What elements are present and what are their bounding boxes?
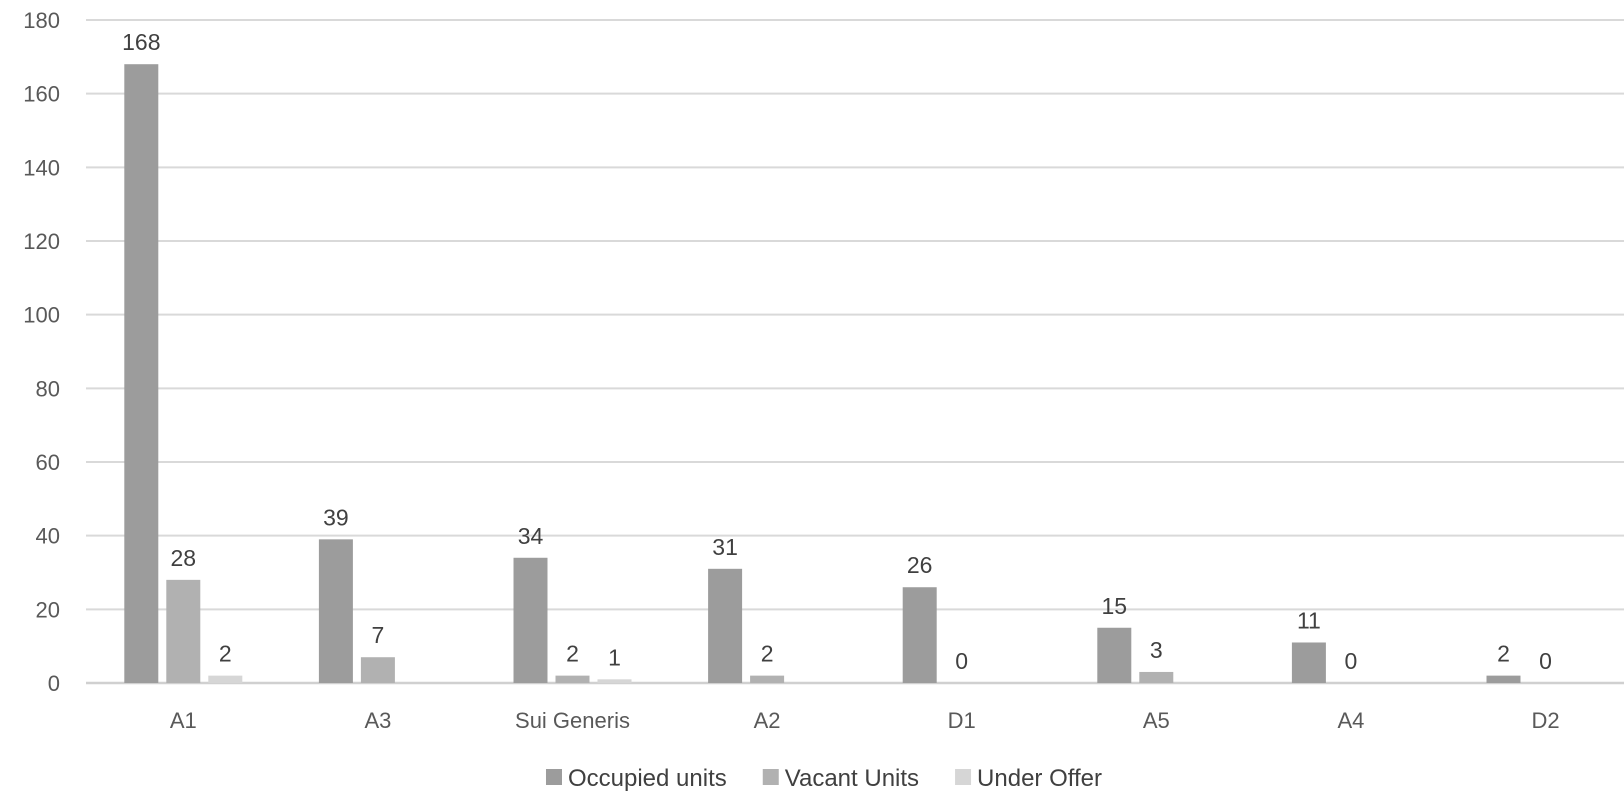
data-labels: 168 28 2 39 7 34 2 1 31 2 26 0 15 3 11 0 2 0	[122, 29, 1552, 674]
bar-occupied-units	[1097, 627, 1132, 683]
legend-label: Under Offer	[977, 765, 1102, 792]
y-tick-label: 0	[48, 671, 60, 696]
legend-label: Vacant Units	[785, 765, 919, 792]
bars	[124, 64, 1521, 683]
data-label: 2	[219, 641, 232, 667]
data-label: 0	[1345, 648, 1358, 674]
x-category-label: A5	[1143, 708, 1170, 733]
legend-swatch	[762, 769, 779, 785]
legend: Occupied units Vacant Units Under Offer	[545, 765, 1102, 792]
bar-occupied-units	[124, 64, 159, 683]
data-label: 11	[1297, 607, 1321, 633]
bar-vacant-units	[750, 675, 785, 683]
y-tick-label: 160	[23, 82, 60, 107]
x-category-label: A2	[754, 708, 781, 733]
data-label: 28	[171, 545, 197, 571]
x-axis-category-labels: A1 A3 Sui Generis A2 D1 A5 A4 D2	[170, 708, 1560, 733]
y-tick-label: 140	[23, 155, 60, 180]
gridlines	[86, 19, 1624, 685]
bar-under-offer	[208, 675, 243, 683]
bar-vacant-units	[166, 579, 201, 683]
data-label: 2	[761, 641, 774, 667]
bar-vacant-units	[1139, 671, 1174, 683]
bar-under-offer	[597, 679, 632, 683]
legend-swatch	[955, 769, 972, 785]
x-category-label: D2	[1531, 708, 1559, 733]
data-label: 3	[1150, 637, 1163, 663]
data-label: 2	[566, 641, 579, 667]
bar-occupied-units	[708, 568, 743, 683]
data-label: 34	[518, 523, 544, 549]
y-tick-label: 40	[36, 524, 60, 549]
bar-occupied-units	[902, 587, 937, 683]
bar-vacant-units	[555, 675, 590, 683]
data-label: 39	[323, 504, 349, 530]
data-label: 1	[608, 644, 621, 670]
x-category-label: A4	[1337, 708, 1364, 733]
bar-occupied-units	[513, 557, 548, 683]
data-label: 7	[372, 622, 385, 648]
x-category-label: Sui Generis	[515, 708, 630, 733]
bar-occupied-units	[1291, 642, 1326, 683]
bar-vacant-units	[360, 657, 395, 683]
y-tick-label: 60	[36, 450, 60, 475]
bar-occupied-units	[318, 539, 353, 683]
data-label: 0	[955, 648, 968, 674]
y-tick-label: 80	[36, 376, 60, 401]
y-tick-label: 20	[36, 597, 60, 622]
y-tick-label: 120	[23, 229, 60, 254]
data-label: 168	[122, 29, 160, 55]
y-axis-tick-labels: 0 20 40 60 80 100 120 140 160 180	[23, 8, 60, 696]
legend-label: Occupied units	[568, 765, 727, 792]
bar-occupied-units	[1486, 675, 1521, 683]
x-category-label: A1	[170, 708, 197, 733]
data-label: 31	[712, 534, 738, 560]
legend-swatch	[545, 769, 562, 785]
y-tick-label: 180	[23, 8, 60, 33]
y-tick-label: 100	[23, 303, 60, 328]
data-label: 2	[1497, 641, 1510, 667]
data-label: 26	[907, 552, 933, 578]
x-category-label: D1	[948, 708, 976, 733]
data-label: 0	[1539, 648, 1552, 674]
x-category-label: A3	[364, 708, 391, 733]
data-label: 15	[1102, 593, 1128, 619]
